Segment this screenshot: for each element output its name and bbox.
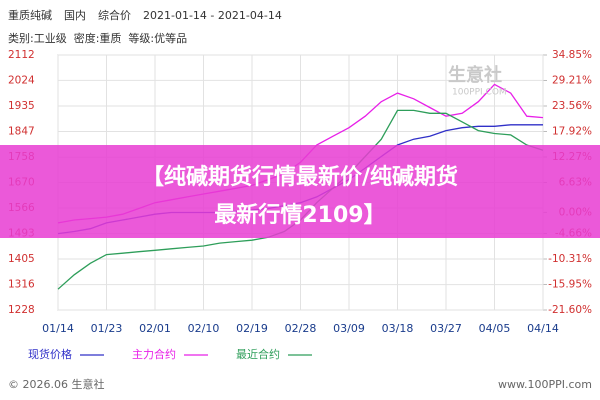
legend-label: 最近合约 (236, 347, 280, 361)
header-text: 2021-01-14 - 2021-04-14 (143, 9, 282, 22)
legend-label: 现货价格 (28, 347, 72, 361)
legend-label: 主力合约 (132, 347, 176, 361)
x-tick-label: 01/14 (42, 322, 74, 335)
y-tick-label: 1847 (8, 125, 35, 137)
x-tick-label: 02/19 (236, 322, 268, 335)
x-tick-label: 03/27 (430, 322, 462, 335)
x-tick-label: 01/23 (91, 322, 123, 335)
header-text: 综合价 (98, 8, 131, 22)
y2-tick-label: 17.92% (552, 125, 592, 137)
watermark: 100PPI.COM (452, 88, 507, 98)
watermark: 生意社 (448, 64, 502, 86)
x-tick-label: 02/28 (285, 322, 317, 335)
y2-tick-label: -15.95% (548, 278, 592, 290)
y-tick-label: 1405 (8, 253, 35, 265)
banner-band (0, 145, 600, 238)
banner-text: 最新行情2109】 (214, 202, 385, 228)
header-text: 国内 (64, 8, 86, 22)
x-tick-label: 03/18 (382, 322, 414, 335)
y-tick-label: 2112 (8, 49, 35, 61)
y2-tick-label: 23.56% (552, 100, 592, 112)
y-tick-label: 1228 (8, 304, 35, 316)
y-tick-label: 1935 (8, 100, 35, 112)
y-tick-label: 1316 (8, 279, 35, 291)
x-tick-label: 04/05 (479, 322, 511, 335)
header: 重质纯碱 国内 综合价 2021-01-14 - 2021-04-14 (8, 8, 282, 22)
y2-tick-label: -21.60% (548, 304, 592, 316)
y2-tick-label: -10.31% (548, 253, 592, 265)
banner-text: 【纯碱期货行情最新价/纯碱期货 (142, 164, 458, 190)
x-tick-label: 02/01 (139, 322, 171, 335)
x-tick-label: 03/09 (333, 322, 365, 335)
y-tick-label: 2024 (8, 74, 35, 86)
copyright: © 2026.06 生意社 (8, 377, 104, 391)
header-text: 重质纯碱 (8, 8, 52, 22)
legend: 现货价格 主力合约 最近合约 (28, 347, 312, 361)
y2-tick-label: 34.85% (552, 49, 592, 61)
x-tick-label: 02/10 (188, 322, 220, 335)
source: www.100PPI.com (498, 378, 592, 391)
category-info: 类别:工业级 密度:重质 等级:优等品 (8, 31, 187, 45)
y2-tick-label: 29.21% (552, 74, 592, 86)
x-tick-label: 04/14 (527, 322, 559, 335)
